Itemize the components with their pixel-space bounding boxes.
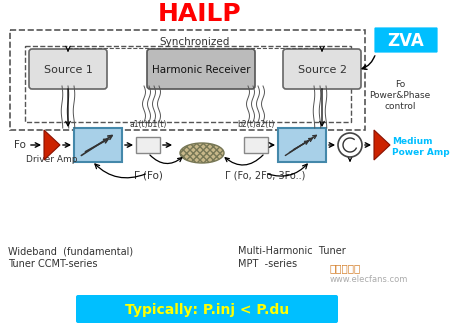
Text: Γ (Fo, 2Fo, 3Fo..): Γ (Fo, 2Fo, 3Fo..) [225,170,305,180]
Ellipse shape [180,143,224,163]
Text: Fo: Fo [14,140,26,150]
FancyBboxPatch shape [147,49,255,89]
Polygon shape [374,130,390,160]
FancyBboxPatch shape [76,295,338,323]
Text: www.elecfans.com: www.elecfans.com [330,275,409,285]
Text: Fo
Power&Phase
control: Fo Power&Phase control [369,80,431,111]
Text: Medium
Power Amp: Medium Power Amp [392,137,450,157]
Text: Wideband  (fundamental)
Tuner CCMT-series: Wideband (fundamental) Tuner CCMT-series [8,246,133,269]
Text: a1(t)b1(t): a1(t)b1(t) [129,119,166,128]
Text: Γ (Fo): Γ (Fo) [134,170,162,180]
FancyBboxPatch shape [283,49,361,89]
Text: Typically: P.inj < P.du: Typically: P.inj < P.du [125,303,289,317]
Text: ZVA: ZVA [387,32,424,50]
Text: Harmonic Receiver: Harmonic Receiver [152,65,250,75]
Text: Source 1: Source 1 [44,65,92,75]
Text: 微波射频网: 微波射频网 [330,263,361,273]
FancyBboxPatch shape [136,137,160,153]
FancyBboxPatch shape [74,128,122,162]
Polygon shape [44,130,60,160]
Text: b2(t)a2(t): b2(t)a2(t) [237,119,274,128]
Text: Source 2: Source 2 [297,65,346,75]
FancyBboxPatch shape [244,137,268,153]
FancyBboxPatch shape [278,128,326,162]
Circle shape [338,133,362,157]
Text: HAILP: HAILP [158,2,242,26]
Text: Multi-Harmonic  Tuner
MPT  -series: Multi-Harmonic Tuner MPT -series [238,246,346,269]
FancyBboxPatch shape [373,26,439,54]
Text: Synchronized: Synchronized [160,37,230,47]
FancyBboxPatch shape [29,49,107,89]
Text: Driver Amp: Driver Amp [26,155,78,164]
